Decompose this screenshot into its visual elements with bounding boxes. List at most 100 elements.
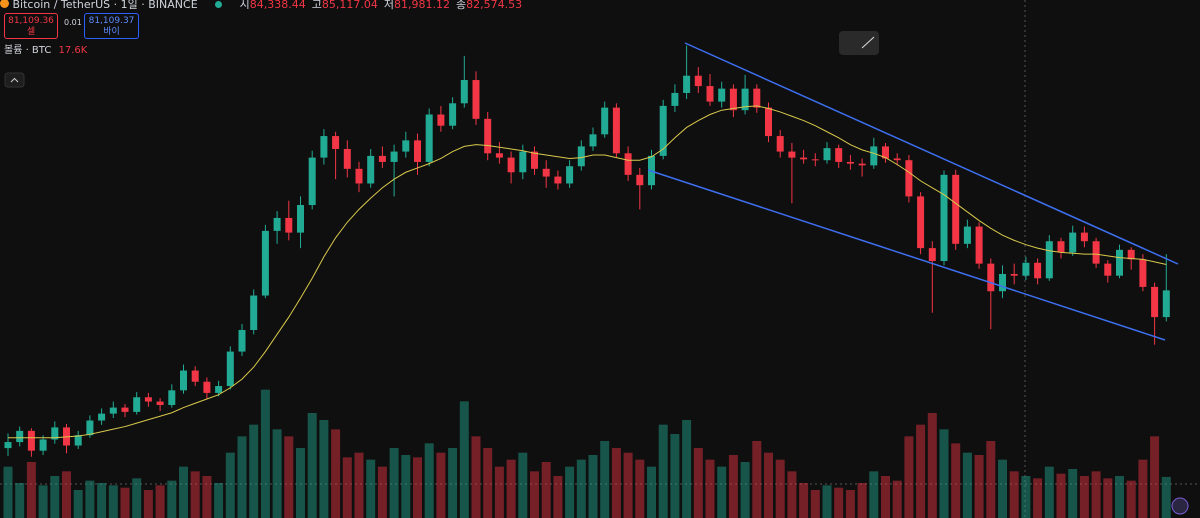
- volume-bar: [436, 452, 446, 518]
- candle-body: [1045, 241, 1053, 279]
- volume-bar: [506, 459, 516, 518]
- candle-body: [495, 153, 503, 158]
- volume-bar: [705, 459, 715, 518]
- ohlc-label: 종: [455, 0, 467, 11]
- volume-bar: [272, 429, 282, 518]
- volume-bar: [693, 448, 703, 518]
- volume-bar: [132, 478, 142, 518]
- volume-bar: [3, 466, 13, 518]
- candle-body: [367, 155, 375, 184]
- volume-value: 17.6K: [58, 45, 88, 56]
- volume-bar: [50, 476, 60, 518]
- candle-body: [460, 80, 468, 104]
- volume-bar: [810, 490, 820, 518]
- volume-bar: [1044, 466, 1054, 518]
- buy-price: 81,109.37: [88, 16, 135, 26]
- volume-bar: [1079, 476, 1089, 518]
- candle-body: [308, 157, 316, 206]
- ohlc-value: 84,338.44: [249, 0, 306, 11]
- volume-bar: [225, 452, 235, 518]
- volume-bar: [97, 483, 107, 518]
- candle-body: [1151, 286, 1159, 318]
- candle-body: [332, 136, 340, 149]
- volume-bar: [1126, 480, 1136, 518]
- volume-bar: [939, 429, 949, 518]
- candle-body: [180, 370, 187, 391]
- candle-body: [753, 88, 761, 108]
- candle-body: [1034, 262, 1042, 279]
- volume-bar: [471, 436, 481, 518]
- volume-bar: [366, 459, 376, 518]
- candle-body: [952, 174, 960, 244]
- candle-body: [4, 442, 12, 449]
- candle-body: [683, 75, 691, 93]
- candle-body: [636, 174, 644, 186]
- flash-button[interactable]: [1171, 497, 1189, 515]
- volume-bar: [857, 483, 867, 518]
- volume-bar: [1021, 476, 1031, 518]
- candle-body: [835, 148, 843, 162]
- candle-body: [671, 92, 679, 106]
- sell-label: 셀: [26, 27, 36, 37]
- volume-bar: [214, 483, 224, 518]
- candle-body: [425, 114, 433, 162]
- volume-bar: [319, 420, 329, 518]
- volume-bar: [260, 389, 270, 518]
- ohlc-label: 시: [239, 0, 250, 11]
- volume-bar: [424, 443, 434, 518]
- volume-bar: [483, 448, 493, 518]
- candle-body: [788, 151, 796, 158]
- toolbar-icon: [861, 36, 875, 49]
- status-dot: [215, 1, 223, 8]
- trend-line-lower[interactable]: [647, 169, 1166, 341]
- buy-label: 바이: [103, 27, 120, 37]
- volume-bar: [553, 476, 563, 518]
- volume-bar: [179, 466, 188, 518]
- volume-bar: [717, 466, 727, 518]
- volume-bar: [85, 480, 95, 518]
- candle-body: [846, 161, 854, 164]
- candle-body: [1080, 232, 1088, 242]
- candle-body: [144, 397, 152, 402]
- volume-bar: [635, 459, 645, 518]
- drawing-toolbar[interactable]: [839, 31, 879, 55]
- trend-line-upper[interactable]: [684, 42, 1179, 265]
- candle-body: [343, 148, 351, 169]
- candle-body: [601, 107, 609, 135]
- sell-button[interactable]: 81,109.36 셀: [4, 13, 58, 39]
- volume-bar: [354, 452, 364, 518]
- buy-button[interactable]: 81,109.37 바이: [84, 13, 139, 39]
- candle-body: [449, 103, 457, 126]
- candle-body: [98, 413, 106, 421]
- volume-bar: [494, 466, 504, 518]
- volume-bar: [611, 448, 621, 518]
- candle-body: [507, 157, 515, 173]
- coin-icon: [0, 0, 9, 8]
- candle-body: [250, 295, 258, 331]
- volume-bar: [202, 476, 212, 518]
- volume-bar: [1091, 471, 1101, 518]
- volume-bar: [1033, 478, 1043, 518]
- sell-price: 81,109.36: [8, 16, 54, 26]
- candle-body: [589, 134, 597, 147]
- volume-bar: [541, 462, 551, 518]
- candle-body: [168, 390, 176, 406]
- volume-bar: [822, 485, 832, 518]
- volume-bar: [62, 471, 71, 518]
- candle-body: [765, 107, 772, 137]
- candle-body: [519, 151, 527, 173]
- candle-body: [215, 386, 223, 393]
- candle-body: [882, 146, 889, 159]
- volume-bar: [73, 490, 83, 518]
- volume-bar: [15, 483, 25, 518]
- volume-bar: [764, 452, 773, 518]
- collapse-button[interactable]: [4, 72, 25, 88]
- collapse-icon: [10, 77, 19, 83]
- candle-body: [1010, 273, 1018, 276]
- volume-label: 볼륨 · BTC: [4, 45, 52, 56]
- volume-bar: [845, 490, 855, 518]
- candle-body: [694, 75, 702, 87]
- candle-body: [27, 430, 35, 451]
